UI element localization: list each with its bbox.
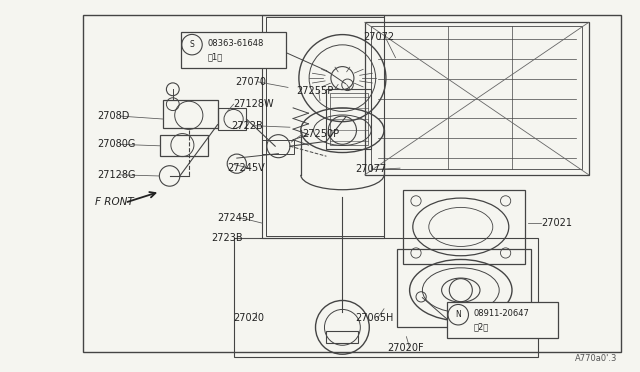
Bar <box>330 93 368 145</box>
Text: 27021: 27021 <box>541 218 572 228</box>
Bar <box>326 331 358 343</box>
Bar <box>234 238 538 357</box>
Bar <box>397 249 531 327</box>
Text: S: S <box>189 40 195 49</box>
Text: 27128G: 27128G <box>97 170 136 180</box>
Text: （2）: （2） <box>474 322 489 331</box>
Bar <box>262 140 294 154</box>
Text: （1）: （1） <box>208 52 223 61</box>
Text: 08363-61648: 08363-61648 <box>208 39 264 48</box>
Bar <box>266 17 384 236</box>
Text: 27072: 27072 <box>363 32 394 42</box>
Text: 27070: 27070 <box>236 77 266 87</box>
Text: 27020: 27020 <box>234 313 264 323</box>
Text: 27255P: 27255P <box>296 86 333 96</box>
Text: 27020F: 27020F <box>387 343 424 353</box>
Bar <box>403 190 525 264</box>
Text: 2722B: 2722B <box>232 121 264 131</box>
Text: 27128W: 27128W <box>234 99 274 109</box>
FancyBboxPatch shape <box>447 302 558 338</box>
Bar <box>371 26 582 169</box>
Text: 2723B: 2723B <box>211 233 243 243</box>
Text: A770a0'.3: A770a0'.3 <box>575 354 618 363</box>
Text: 2708D: 2708D <box>97 111 130 121</box>
Text: 27077: 27077 <box>355 164 387 174</box>
Bar <box>218 108 246 130</box>
Bar <box>365 22 589 175</box>
Text: N: N <box>456 310 461 319</box>
Bar <box>163 100 218 128</box>
Bar <box>83 15 621 352</box>
Text: 27250P: 27250P <box>303 129 340 139</box>
Text: F RONT: F RONT <box>95 197 134 206</box>
Text: 27065H: 27065H <box>355 313 394 323</box>
Bar <box>262 15 384 238</box>
Text: 27080G: 27080G <box>97 140 136 149</box>
Text: 27245P: 27245P <box>218 213 255 222</box>
Text: 08911-20647: 08911-20647 <box>474 309 529 318</box>
Text: 27245V: 27245V <box>227 163 265 173</box>
FancyBboxPatch shape <box>181 32 286 68</box>
Bar <box>160 135 208 156</box>
Bar <box>326 89 371 149</box>
